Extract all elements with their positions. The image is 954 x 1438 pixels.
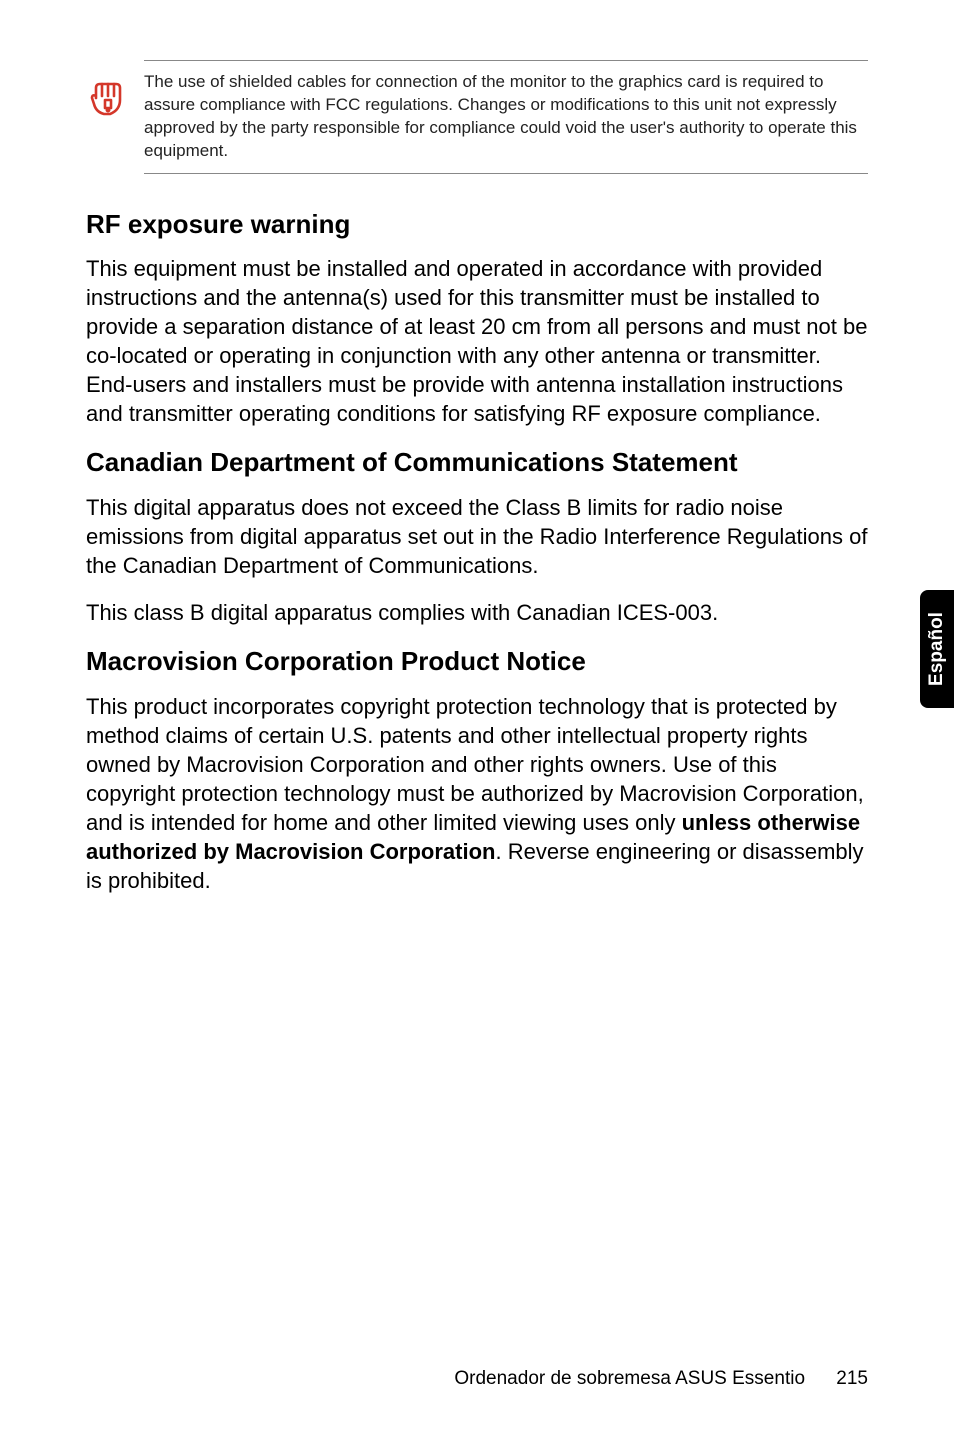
caution-icon-cell (86, 60, 144, 123)
caution-hand-icon (86, 74, 130, 118)
heading-rf-exposure: RF exposure warning (86, 208, 868, 241)
caution-text: The use of shielded cables for connectio… (144, 60, 868, 174)
paragraph: This equipment must be installed and ope… (86, 254, 868, 428)
caution-notice: The use of shielded cables for connectio… (86, 60, 868, 174)
paragraph: This class B digital apparatus complies … (86, 598, 868, 627)
paragraph: This digital apparatus does not exceed t… (86, 493, 868, 580)
footer-page-number: 215 (836, 1368, 868, 1389)
footer-text: Ordenador de sobremesa ASUS Essentio (454, 1368, 805, 1389)
side-tab-label: Español (926, 612, 948, 686)
language-side-tab[interactable]: Español (920, 590, 954, 708)
heading-canadian-dept: Canadian Department of Communications St… (86, 446, 868, 479)
page-footer: Ordenador de sobremesa ASUS Essentio 215 (454, 1368, 868, 1390)
paragraph-macrovision: This product incorporates copyright prot… (86, 692, 868, 895)
heading-macrovision: Macrovision Corporation Product Notice (86, 645, 868, 678)
page-container: The use of shielded cables for connectio… (0, 0, 954, 1438)
